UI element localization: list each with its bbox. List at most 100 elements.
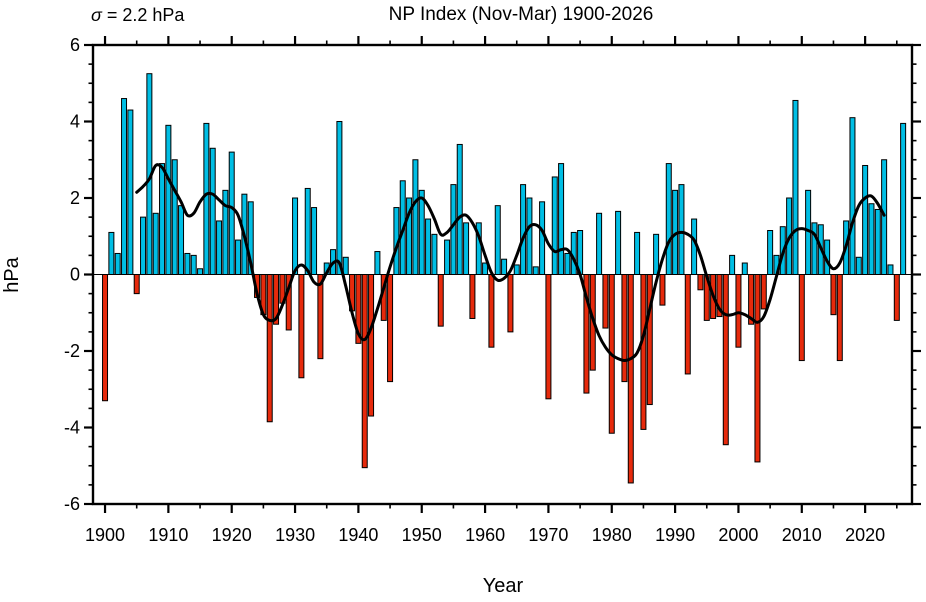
bar-1971 [551, 176, 558, 276]
bar-2015 [830, 274, 837, 316]
bar-1912 [178, 205, 185, 275]
bar-2000 [735, 274, 742, 348]
x-tick-label-1980: 1980 [592, 525, 632, 545]
bar-2012 [811, 222, 818, 275]
bar-2023 [881, 159, 888, 275]
bar-1917 [209, 147, 216, 275]
bar-1952 [431, 233, 438, 275]
bar-1910 [165, 124, 172, 276]
bar-1901 [108, 231, 115, 275]
bar-1982 [621, 274, 628, 383]
bar-2025 [893, 274, 900, 321]
bar-1921 [235, 239, 242, 276]
bar-1915 [197, 268, 204, 276]
bar-1909 [159, 163, 166, 275]
bar-1981 [615, 210, 622, 275]
bar-1904 [127, 109, 134, 275]
bar-1918 [216, 220, 223, 275]
bar-1933 [311, 207, 318, 275]
y-tick-label-neg6: -6 [64, 494, 80, 514]
bar-1943 [374, 251, 381, 276]
bar-1930 [292, 197, 299, 275]
bar-1985 [640, 274, 647, 430]
bar-1914 [190, 254, 197, 276]
bar-1911 [171, 159, 178, 275]
bar-1953 [437, 274, 444, 327]
x-tick-label-2010: 2010 [782, 525, 822, 545]
bar-2022 [874, 208, 881, 275]
bar-1992 [684, 274, 691, 375]
sigma-annotation: σ = 2.2 hPa [91, 5, 185, 25]
bar-1932 [304, 187, 311, 275]
y-tick-label-4: 4 [70, 112, 80, 132]
bar-2021 [868, 203, 875, 276]
x-tick-label-1990: 1990 [655, 525, 695, 545]
bar-1956 [456, 143, 463, 275]
bar-2026 [900, 122, 907, 275]
bar-1961 [488, 274, 495, 348]
x-tick-label-1960: 1960 [465, 525, 505, 545]
x-tick-label-1930: 1930 [275, 525, 315, 545]
bar-1941 [361, 274, 368, 469]
bar-2010 [798, 274, 805, 362]
bar-1949 [412, 159, 419, 275]
bar-1987 [653, 233, 660, 275]
x-tick-label-1910: 1910 [148, 525, 188, 545]
bar-1938 [342, 256, 349, 276]
bar-2005 [767, 230, 774, 275]
bar-1906 [140, 216, 147, 276]
chart-title: NP Index (Nov-Mar) 1900-2026 [389, 4, 654, 25]
bar-1972 [558, 163, 565, 275]
bar-1978 [596, 212, 603, 276]
bar-1905 [133, 274, 140, 295]
bar-1934 [317, 274, 324, 360]
bar-1969 [539, 201, 546, 276]
bar-1967 [526, 197, 533, 275]
bar-1951 [425, 218, 432, 275]
y-axis-label: hPa [1, 256, 23, 292]
x-axis-label: Year [483, 575, 524, 597]
bar-1994 [697, 274, 704, 291]
bar-1942 [368, 274, 375, 417]
bar-2009 [792, 99, 799, 275]
bar-2018 [849, 117, 856, 276]
bar-1926 [266, 274, 273, 423]
bar-1998 [722, 274, 729, 446]
bar-1988 [659, 274, 666, 306]
y-tick-label-2: 2 [70, 188, 80, 208]
bar-1916 [203, 122, 210, 275]
bar-1963 [501, 258, 508, 276]
bar-1931 [298, 274, 305, 379]
bar-1950 [418, 189, 425, 276]
bar-1903 [121, 98, 128, 275]
bar-1973 [564, 252, 571, 276]
smoothed-line-layer [135, 163, 886, 363]
bar-1913 [184, 252, 191, 276]
bar-1966 [520, 184, 527, 275]
bar-1908 [152, 212, 159, 276]
bar-1968 [532, 266, 539, 276]
bar-1958 [469, 274, 476, 319]
bar-1945 [387, 274, 394, 383]
bar-1965 [513, 264, 520, 276]
y-tick-label-0: 0 [70, 265, 80, 285]
bar-1991 [678, 184, 685, 275]
bar-2016 [836, 274, 843, 362]
axis-layer: 1900 1910 1920 1930 1940 1950 1960 1970 1980 1990… [64, 35, 921, 545]
bar-1984 [634, 231, 641, 275]
x-tick-label-1970: 1970 [528, 525, 568, 545]
bar-1999 [729, 254, 736, 276]
bar-2004 [760, 274, 767, 310]
x-tick-label-1940: 1940 [338, 525, 378, 545]
bar-2001 [741, 262, 748, 275]
bar-1970 [545, 274, 552, 400]
smoothed-np-index-line [135, 163, 886, 363]
bar-2024 [887, 264, 894, 276]
bar-2003 [754, 274, 761, 463]
bar-1962 [494, 205, 501, 275]
bar-2020 [862, 164, 869, 276]
bar-1920 [228, 151, 235, 276]
bar-1983 [627, 274, 634, 484]
